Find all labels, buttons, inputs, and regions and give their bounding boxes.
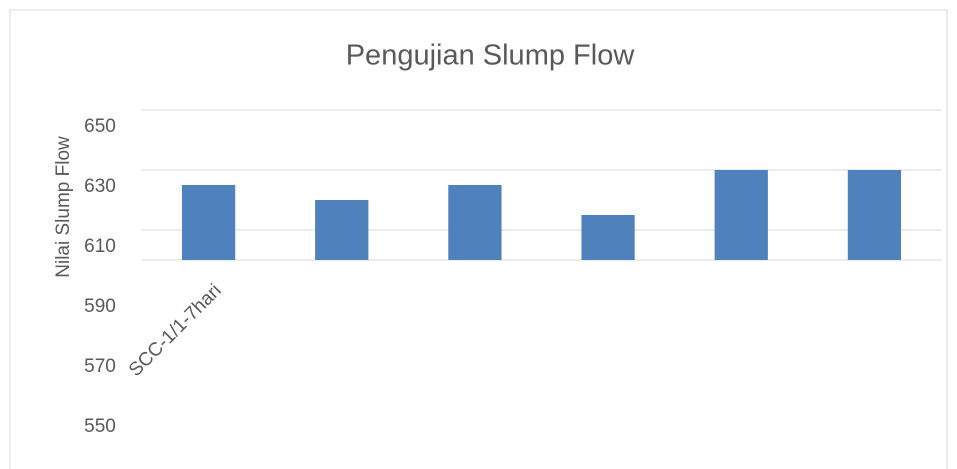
y-tick-label: 570	[84, 356, 116, 377]
y-tick-label: 650	[84, 116, 116, 137]
y-tick-label: 610	[84, 236, 116, 257]
bar	[315, 200, 369, 260]
bar	[181, 185, 236, 260]
y-tick-label: 630	[84, 176, 116, 197]
y-tick-label: 590	[84, 296, 116, 317]
bar	[714, 170, 768, 260]
bar	[581, 215, 635, 260]
bar	[448, 185, 502, 260]
y-tick-label: 550	[84, 416, 116, 437]
bar	[847, 170, 902, 260]
y-axis-title: Nilai Slump Flow	[53, 136, 74, 278]
chart-title: Pengujian Slump Flow	[346, 40, 636, 72]
